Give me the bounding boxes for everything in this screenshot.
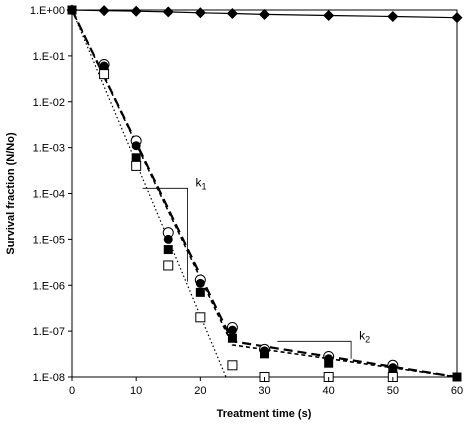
data-point-square-filled: [195, 287, 205, 297]
data-point-diamond-filled: [323, 9, 335, 21]
annotation-text: k: [359, 328, 366, 342]
y-axis: 1.E-08 1.E-07 1.E-06 1.E-05 1.E-04 1.E-03 1.E-…: [30, 5, 72, 384]
x-axis: 0 10 20 30 40 50 60: [69, 377, 463, 397]
x-tick-label: 0: [69, 385, 75, 397]
data-point-diamond-filled: [98, 5, 110, 17]
data-point-diamond-filled: [451, 12, 463, 24]
x-axis-title: Treatment time (s): [217, 408, 312, 420]
y-tick-label: 1.E-06: [33, 280, 65, 292]
data-point-square-filled: [227, 333, 237, 343]
data-point-square-open: [227, 360, 238, 371]
data-point-diamond-filled: [387, 11, 399, 23]
plot-frame: [71, 9, 458, 378]
data-point-diamond-filled: [194, 7, 206, 19]
x-tick-label: 60: [451, 385, 463, 397]
data-point-square-open: [195, 312, 206, 323]
y-tick-label: 1.E+00: [30, 5, 65, 17]
data-point-circle-filled: [195, 278, 205, 288]
fit-line-short-dash: [71, 9, 458, 378]
data-point-circle-filled: [131, 141, 141, 151]
y-axis-title: Survival fraction (N/No): [5, 132, 17, 255]
data-point-square-open: [163, 260, 174, 271]
data-point-square-filled: [131, 153, 141, 163]
x-tick-label: 20: [194, 385, 206, 397]
x-tick-label: 40: [323, 385, 335, 397]
fit-lines: [71, 9, 458, 379]
data-point-circle-filled: [227, 325, 237, 335]
annotation-text: k: [196, 175, 203, 189]
annotation-subscript: 1: [202, 181, 207, 191]
annotation-bracket: [142, 187, 188, 282]
fit-line-long-dash: [71, 9, 458, 379]
x-tick-label: 10: [130, 385, 142, 397]
data-point-diamond-filled: [226, 7, 238, 19]
series-line-diamond-filled: [71, 9, 458, 19]
data-point-diamond-filled: [130, 5, 142, 17]
y-tick-label: 1.E-03: [33, 143, 65, 155]
data-series: [66, 4, 463, 382]
x-tick-label: 30: [258, 385, 270, 397]
data-point-circle-filled: [163, 234, 173, 244]
data-point-diamond-filled: [162, 6, 174, 18]
y-tick-label: 1.E-07: [33, 326, 65, 338]
x-tick-label: 50: [387, 385, 399, 397]
y-tick-label: 1.E-01: [33, 51, 65, 63]
annotation-label: k2: [359, 328, 370, 344]
y-tick-label: 1.E-08: [33, 372, 65, 384]
annotation-subscript: 2: [365, 334, 370, 344]
data-point-square-open: [131, 160, 142, 171]
data-point-square-filled: [388, 367, 398, 377]
data-point-square-filled: [260, 349, 269, 359]
data-point-square-filled: [324, 358, 334, 368]
annotation-bracket: [277, 340, 352, 359]
y-tick-label: 1.E-04: [33, 189, 65, 201]
y-tick-label: 1.E-05: [33, 234, 65, 246]
annotation-label: k1: [196, 175, 207, 191]
data-point-square-open: [99, 69, 110, 80]
data-point-square-filled: [163, 245, 173, 255]
y-tick-label: 1.E-02: [33, 97, 65, 109]
data-point-diamond-filled: [259, 8, 270, 20]
